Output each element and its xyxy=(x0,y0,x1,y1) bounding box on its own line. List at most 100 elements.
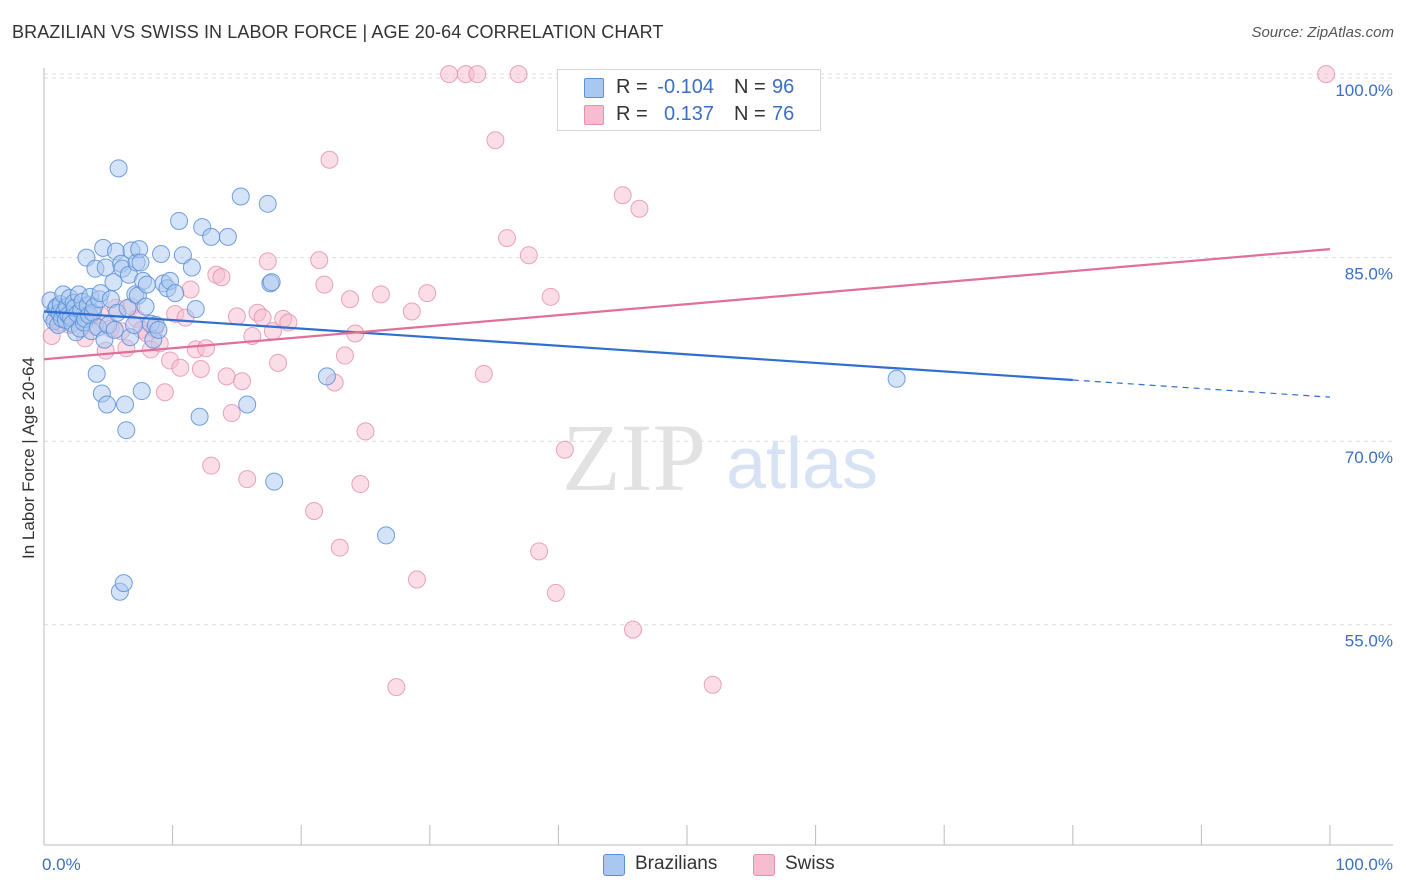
swiss-point xyxy=(474,364,493,383)
watermark: ZIP atlas xyxy=(562,404,878,511)
brazilian-point xyxy=(265,472,284,491)
brazilian-point xyxy=(231,187,250,206)
brazilian-point xyxy=(109,159,128,178)
swiss-point xyxy=(315,275,334,294)
legend-label-brazilians: Brazilians xyxy=(635,853,718,874)
brazilian-point xyxy=(125,315,144,334)
brazilian-point xyxy=(173,246,192,265)
swiss-point xyxy=(330,538,349,557)
brazilians-trend-extension xyxy=(1072,379,1331,398)
swiss-point xyxy=(546,583,565,602)
swiss-point xyxy=(222,404,241,423)
y-tick-label: 100.0% xyxy=(1335,81,1393,100)
swiss-point xyxy=(530,542,549,561)
x-tick-label: 100.0% xyxy=(1335,855,1393,874)
swiss-point xyxy=(320,150,339,169)
swiss-point xyxy=(202,456,221,475)
swiss-point xyxy=(519,246,538,265)
swiss-point xyxy=(269,353,288,372)
y-tick-label: 85.0% xyxy=(1345,265,1393,284)
swiss-point xyxy=(402,302,421,321)
brazilian-point xyxy=(131,253,150,272)
legend-swatch-brazilians xyxy=(603,854,625,876)
y-axis-label: In Labor Force | Age 20-64 xyxy=(19,357,38,559)
trend-lines xyxy=(43,248,1331,398)
brazilians-trend-line xyxy=(43,310,1073,382)
brazilian-point xyxy=(186,300,205,319)
swiss-point xyxy=(613,186,632,205)
legend-n-value: 96 xyxy=(772,76,795,98)
legend-label-swiss: Swiss xyxy=(785,853,835,874)
brazilian-point xyxy=(887,369,906,388)
legend-swatch-pink xyxy=(584,105,604,125)
swiss-point xyxy=(171,358,190,377)
swiss-point xyxy=(238,470,257,489)
legend-r-label: R = xyxy=(616,103,648,125)
legend-r-value: 0.137 xyxy=(663,103,714,125)
swiss-point xyxy=(217,367,236,386)
brazilian-point xyxy=(132,382,151,401)
brazilian-point xyxy=(98,395,117,414)
brazilian-point xyxy=(170,211,189,230)
swiss-point xyxy=(212,268,231,287)
brazilian-point xyxy=(317,367,336,386)
legend-swatch-swiss xyxy=(753,854,775,876)
swiss-point xyxy=(227,307,246,326)
swiss-point xyxy=(371,285,390,304)
swiss-point xyxy=(486,131,505,150)
swiss-point xyxy=(623,620,642,639)
watermark-zip: ZIP xyxy=(562,404,706,511)
swiss-point xyxy=(1317,65,1336,84)
brazilian-point xyxy=(166,284,185,303)
legend-n-label: N = xyxy=(734,76,766,98)
brazilian-point xyxy=(258,194,277,213)
swiss-point xyxy=(191,360,210,379)
brazilian-point xyxy=(87,364,106,383)
legend-r-value: -0.104 xyxy=(657,76,714,98)
swiss-point xyxy=(341,290,360,309)
swiss-point xyxy=(258,252,277,271)
brazilian-point xyxy=(238,395,257,414)
series-legend: Brazilians Swiss xyxy=(0,852,1406,876)
y-tick-label: 70.0% xyxy=(1345,448,1393,467)
swiss-point xyxy=(233,372,252,391)
swiss-point xyxy=(335,346,354,365)
swiss-point xyxy=(181,280,200,299)
swiss-point xyxy=(630,199,649,218)
swiss-point xyxy=(310,251,329,270)
brazilian-point xyxy=(105,320,124,339)
swiss-point xyxy=(541,287,560,306)
brazilian-point xyxy=(190,407,209,426)
swiss-point xyxy=(497,229,516,248)
brazilian-point xyxy=(182,258,201,277)
swiss-point xyxy=(356,422,375,441)
legend-n-value: 76 xyxy=(772,103,795,125)
tick-labels: 55.0% 70.0% 85.0% 100.0% 0.0% 100.0% xyxy=(42,81,1393,874)
brazilian-point xyxy=(152,244,171,263)
swiss-point xyxy=(387,678,406,697)
brazilian-point xyxy=(116,395,135,414)
brazilian-point xyxy=(377,526,396,545)
brazilians-points xyxy=(41,159,906,601)
swiss-trend-line xyxy=(43,248,1331,361)
grid-layer xyxy=(44,73,1393,626)
swiss-point xyxy=(418,284,437,303)
swiss-point xyxy=(555,440,574,459)
brazilian-point xyxy=(136,297,155,316)
swiss-points xyxy=(42,65,1336,697)
source-credit: Source: ZipAtlas.com xyxy=(1251,24,1394,41)
axes-layer xyxy=(43,68,1393,846)
swiss-point xyxy=(305,501,324,520)
legend-swatch-blue xyxy=(584,78,604,98)
swiss-point xyxy=(155,383,174,402)
y-tick-label: 55.0% xyxy=(1345,632,1393,651)
brazilian-point xyxy=(262,273,281,292)
swiss-point xyxy=(468,65,487,84)
swiss-point xyxy=(440,65,459,84)
watermark-atlas: atlas xyxy=(726,424,878,504)
brazilian-point xyxy=(114,574,133,593)
swiss-point xyxy=(351,475,370,494)
chart-title: BRAZILIAN VS SWISS IN LABOR FORCE | AGE … xyxy=(12,22,664,42)
brazilian-point xyxy=(202,227,221,246)
